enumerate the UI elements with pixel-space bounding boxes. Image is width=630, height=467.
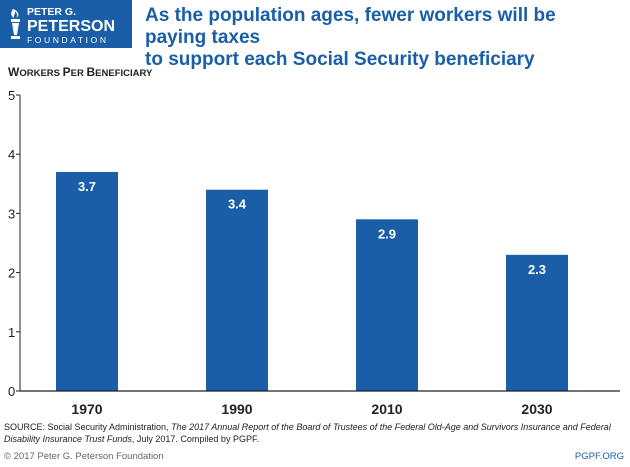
torch-icon	[11, 9, 20, 39]
y-tick-label: 4	[8, 147, 15, 162]
source-prefix: SOURCE: Social Security Administration,	[4, 422, 172, 432]
y-tick-label: 1	[8, 325, 15, 340]
bar	[506, 254, 568, 391]
y-axis: 0 1 2 3 4 5	[8, 88, 21, 399]
x-tick-label: 1990	[221, 401, 252, 417]
x-tick-label: 2030	[521, 401, 552, 417]
bar-data-label: 2.9	[378, 226, 396, 241]
bar	[356, 219, 418, 391]
logo-line1: PETER G.	[27, 6, 76, 18]
site-link[interactable]: PGPF.ORG	[574, 451, 624, 462]
bar-data-label: 3.4	[228, 197, 247, 212]
header: PETER G. PETERSON FOUNDATION As the popu…	[0, 0, 630, 70]
source-suffix: , July 2017. Compiled by PGPF.	[131, 434, 259, 444]
x-tick-label: 1970	[71, 401, 102, 417]
source-title: The 2017 Annual Report of the Board of T…	[4, 422, 611, 444]
bar	[56, 171, 118, 391]
y-tick-label: 5	[8, 88, 15, 103]
bar	[206, 189, 268, 391]
bar-chart: WORKERS PER BENEFICIARY 0 1 2 3 4 5 3.7 3.4 2.9…	[8, 65, 620, 417]
copyright: © 2017 Peter G. Peterson Foundation	[4, 451, 164, 462]
x-axis: 1970 1990 2010 2030	[20, 390, 620, 417]
y-tick-label: 0	[8, 384, 15, 399]
chart-title: WORKERS PER BENEFICIARY	[8, 65, 153, 79]
bars: 3.7 3.4 2.9 2.3	[56, 171, 568, 391]
x-tick-label: 2010	[371, 401, 402, 417]
y-tick-label: 2	[8, 266, 15, 281]
y-tick-label: 3	[8, 206, 15, 221]
peterson-foundation-logo[interactable]: PETER G. PETERSON FOUNDATION	[0, 0, 132, 48]
bar-data-label: 3.7	[78, 179, 96, 194]
bar-data-label: 2.3	[528, 262, 546, 277]
logo-line3: FOUNDATION	[27, 35, 109, 45]
headline: As the population ages, fewer workers wi…	[145, 5, 556, 70]
source-note: SOURCE: Social Security Administration, …	[4, 421, 624, 445]
logo-line2: PETERSON	[27, 18, 115, 35]
logo-graphic: PETER G. PETERSON FOUNDATION	[11, 6, 115, 45]
